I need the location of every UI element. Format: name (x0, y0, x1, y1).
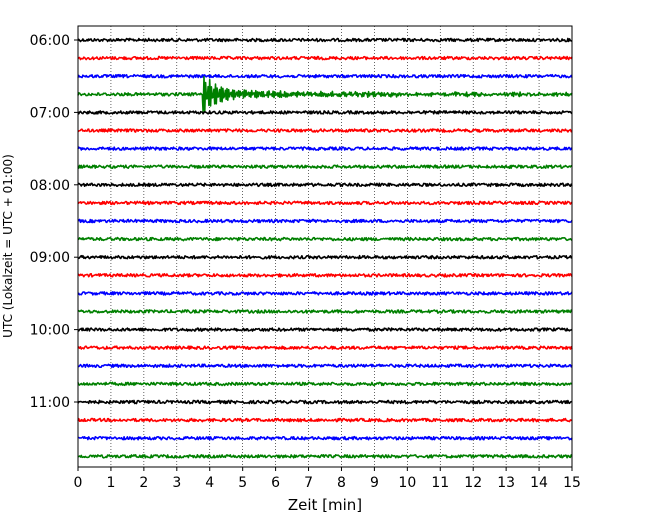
trace-line (77, 182, 573, 188)
x-tick-label: 2 (139, 475, 148, 491)
trace-line (77, 164, 573, 169)
x-tick-label: 8 (337, 475, 346, 491)
trace-line (77, 399, 572, 405)
seismogram-traces (77, 37, 573, 459)
x-tick-label: 5 (238, 475, 247, 491)
trace-line (77, 381, 573, 387)
trace-line (77, 146, 573, 151)
x-tick-label: 14 (530, 475, 548, 491)
x-tick-label: 4 (205, 475, 214, 491)
trace-line (77, 76, 573, 113)
x-tick-label: 6 (271, 475, 280, 491)
y-tick-label: 11:00 (30, 395, 70, 411)
y-tick-label: 06:00 (30, 33, 70, 49)
x-tick-label: 7 (304, 475, 313, 491)
trace-line (77, 273, 573, 278)
y-tick-label: 08:00 (30, 178, 70, 194)
trace-line (77, 345, 573, 350)
x-tick-label: 13 (497, 475, 515, 491)
x-axis-label: Zeit [min] (288, 496, 362, 514)
trace-line (77, 200, 573, 206)
trace-line (77, 73, 573, 79)
x-tick-label: 15 (563, 475, 581, 491)
trace-line (77, 309, 573, 314)
x-tick-label: 12 (464, 475, 482, 491)
y-tick-label: 07:00 (30, 105, 70, 121)
trace-line (77, 236, 573, 242)
y-tick-label: 09:00 (30, 250, 70, 266)
y-axis-label: UTC (Lokalzeit = UTC + 01:00) (1, 154, 15, 338)
trace-line (77, 417, 573, 423)
trace-line (77, 55, 573, 61)
x-tick-label: 1 (106, 475, 115, 491)
x-axis-ticks: 0 1 2 3 4 5 6 7 8 9 10 11 12 13 14 15 (74, 467, 581, 491)
y-axis-ticks: 06:00 07:00 08:00 09:00 10:00 11:00 (30, 33, 78, 411)
x-tick-label: 11 (431, 475, 449, 491)
trace-line (77, 254, 573, 260)
x-tick-label: 3 (172, 475, 181, 491)
x-tick-label: 9 (370, 475, 379, 491)
trace-line (77, 363, 573, 369)
trace-line (78, 435, 573, 441)
y-tick-label: 10:00 (30, 323, 70, 339)
trace-line (77, 110, 573, 115)
trace-line (77, 327, 573, 332)
trace-line (77, 128, 573, 133)
x-tick-label: 0 (74, 475, 83, 491)
x-tick-label: 10 (398, 475, 416, 491)
trace-line (77, 454, 573, 459)
plot-frame (77, 25, 573, 468)
trace-line (77, 37, 573, 43)
trace-line (77, 218, 573, 224)
trace-line (77, 291, 573, 296)
